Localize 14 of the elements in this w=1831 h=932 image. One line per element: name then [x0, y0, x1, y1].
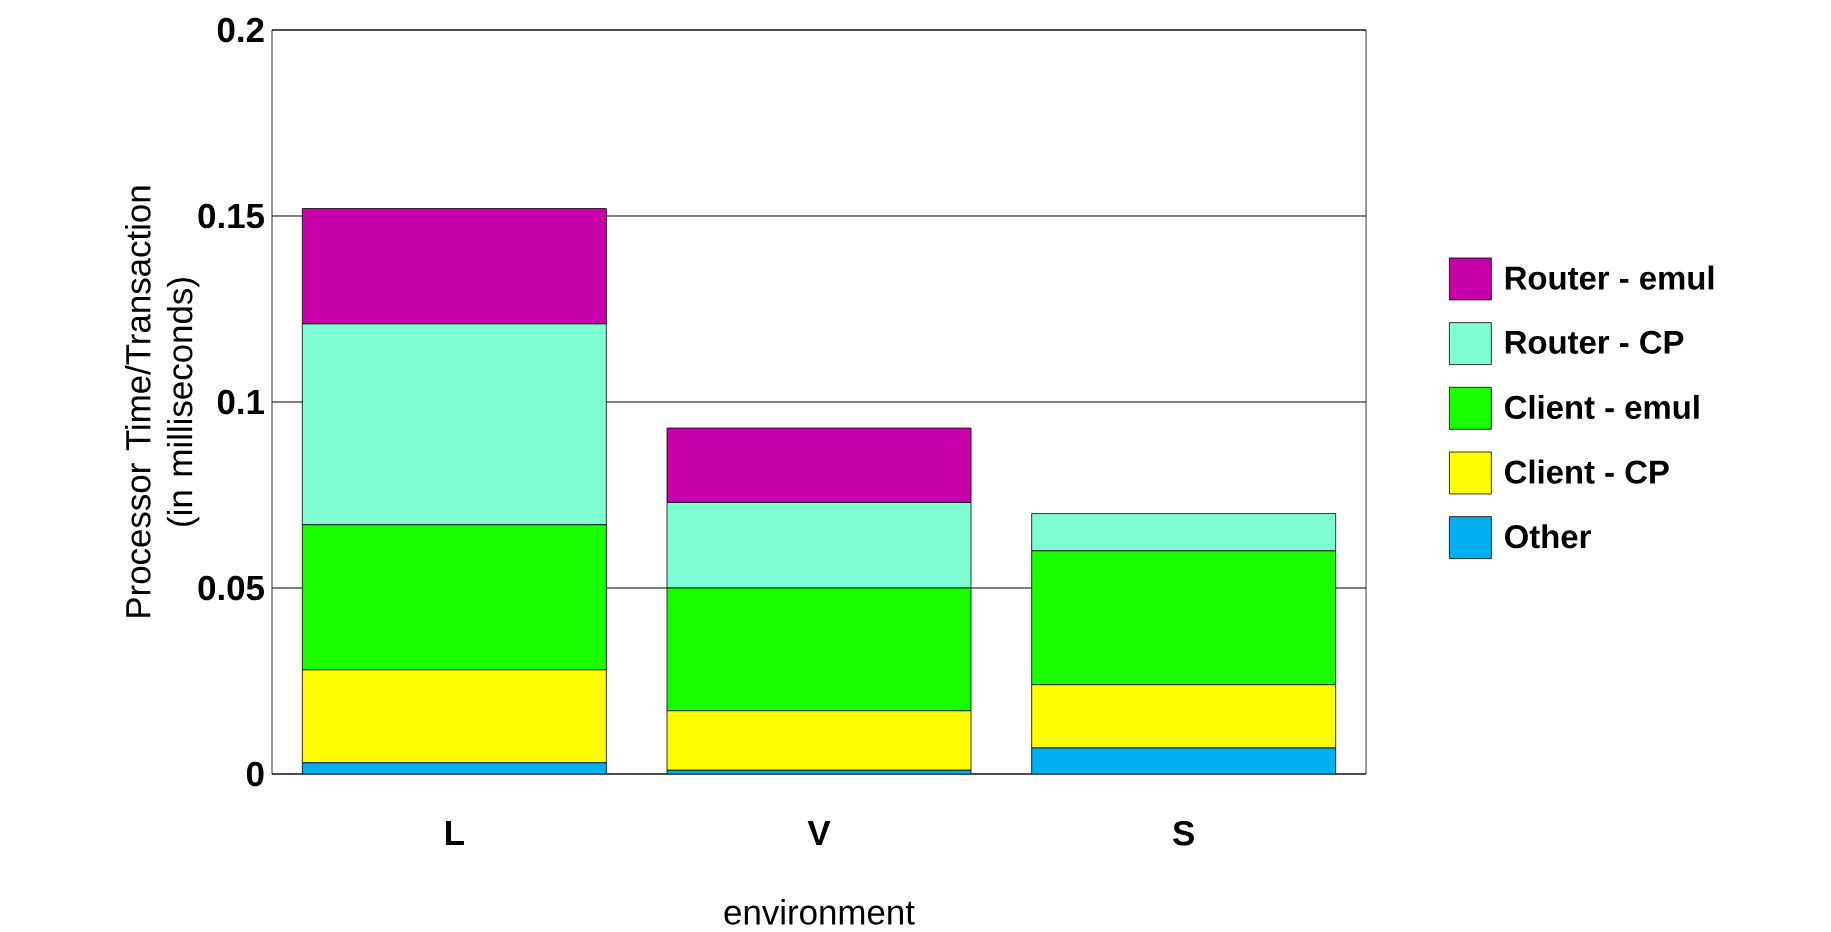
legend-label: Client - CP — [1505, 459, 1669, 484]
y-tick-label: 0.05 — [198, 575, 264, 601]
x-tick-label: V — [807, 820, 831, 845]
x-tick-label: S — [1173, 820, 1194, 846]
legend-label: Router - emul — [1505, 265, 1714, 290]
x-tick-label: L — [446, 820, 464, 845]
y-tick-label: 0.1 — [217, 389, 265, 415]
y-tick-label: 0.15 — [198, 203, 264, 229]
legend-label: Other — [1505, 524, 1591, 549]
legend-label: Client - emul — [1505, 394, 1699, 420]
x-axis-title: environment — [724, 899, 915, 925]
y-tick-label: 0 — [246, 761, 264, 787]
y-tick-label: 0.2 — [217, 17, 264, 43]
legend-label: Router - CP — [1505, 330, 1684, 354]
